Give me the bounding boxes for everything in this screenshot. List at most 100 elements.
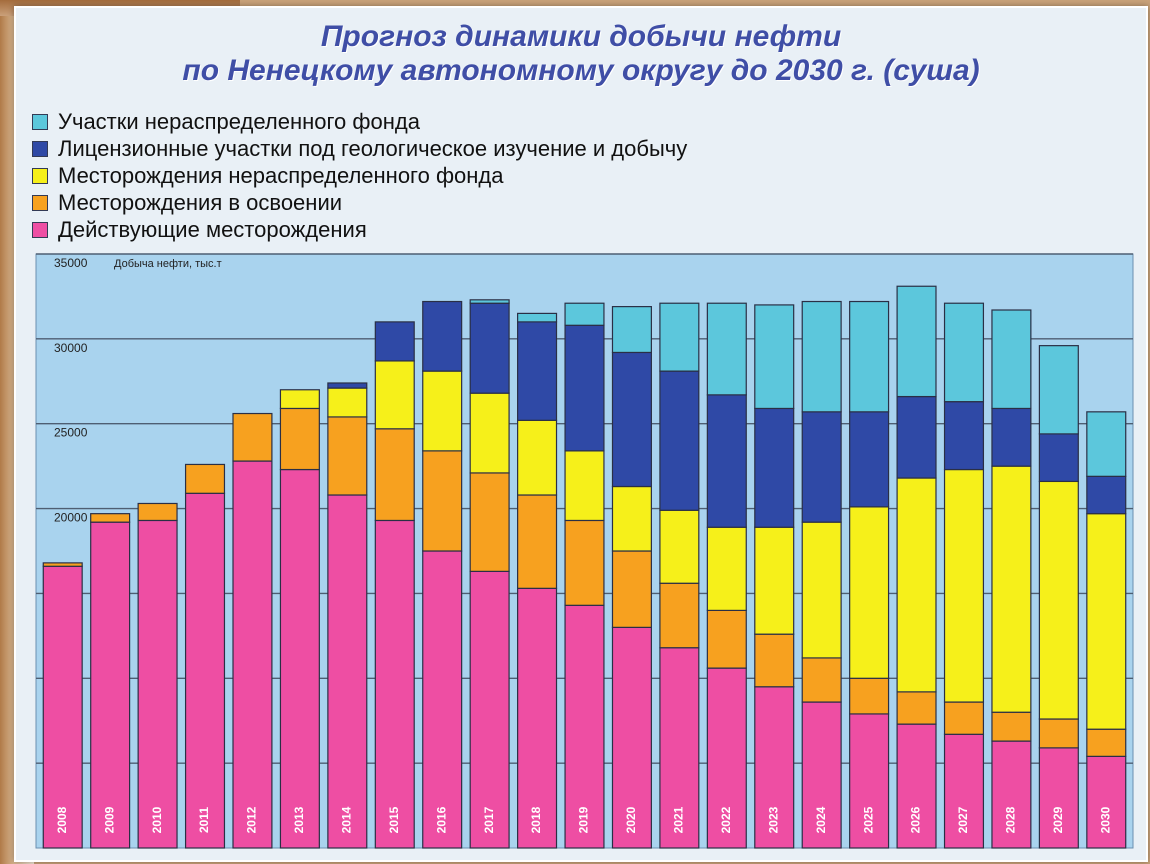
bar-segment <box>517 321 558 421</box>
bar-segment <box>564 302 605 326</box>
x-tick-label: 2014 <box>339 806 353 833</box>
bar-segment <box>611 626 652 849</box>
x-tick-label: 2025 <box>861 806 875 833</box>
bar-segment <box>754 633 795 688</box>
chart-title-line-2: по Ненецкому автономному округу до 2030 … <box>182 54 980 87</box>
bar-segment <box>137 519 178 849</box>
y-tick-label: 30000 <box>54 341 88 355</box>
x-tick-label: 2027 <box>956 806 970 833</box>
bar-segment <box>706 394 747 528</box>
legend-swatch <box>32 167 48 184</box>
bar-segment <box>279 389 320 410</box>
bar-segment <box>232 460 273 849</box>
x-tick-label: 2009 <box>102 806 116 833</box>
bar-segment <box>1038 433 1079 483</box>
y-axis-label: Добыча нефти, тыс.т <box>114 258 222 270</box>
bar-segment <box>517 494 558 589</box>
bar-segment <box>42 565 83 849</box>
bar-segment <box>659 509 700 584</box>
bar-segment <box>374 428 415 522</box>
bar-segment <box>422 300 463 372</box>
bar-segment <box>1086 475 1127 515</box>
bar-segment <box>801 701 842 849</box>
bar-segment <box>232 412 273 462</box>
bar-segment <box>564 450 605 522</box>
x-tick-label: 2017 <box>482 806 496 833</box>
x-tick-label: 2011 <box>197 807 211 833</box>
bar-segment <box>659 582 700 649</box>
bar-segment <box>1086 513 1127 730</box>
y-tick-label: 35000 <box>54 256 88 270</box>
x-tick-label: 2028 <box>1004 806 1018 833</box>
bar-segment <box>374 519 415 849</box>
bar-segment <box>1038 747 1079 849</box>
bar-segment <box>706 302 747 396</box>
bar-segment <box>801 657 842 703</box>
bar-segment <box>849 411 890 508</box>
bar-segment <box>659 302 700 372</box>
x-tick-label: 2030 <box>1098 806 1112 833</box>
x-tick-label: 2022 <box>719 806 733 833</box>
bar-segment <box>801 411 842 523</box>
legend-swatch <box>32 113 48 130</box>
bar-segment <box>611 550 652 628</box>
bar-segment <box>754 407 795 528</box>
x-tick-label: 2016 <box>434 806 448 833</box>
bar-segment <box>943 701 985 735</box>
bar-segment <box>849 300 890 413</box>
bar-segment <box>943 401 985 471</box>
x-tick-label: 2012 <box>245 806 259 833</box>
bar-segment <box>896 723 937 849</box>
bar-segment <box>1086 411 1127 477</box>
legend-item: Месторождения нераспределенного фонда <box>32 162 932 189</box>
bar-segment <box>849 713 890 849</box>
x-tick-label: 2020 <box>624 806 638 833</box>
bar-segment <box>754 526 795 635</box>
chart-panel: Прогноз динамики добычи нефти по Ненецко… <box>14 6 1148 862</box>
bar-segment <box>991 465 1032 713</box>
x-tick-label: 2029 <box>1051 806 1065 833</box>
bar-segment <box>1086 755 1127 849</box>
bar-segment <box>706 667 747 849</box>
legend-swatch <box>32 194 48 211</box>
bar-segment <box>564 519 605 606</box>
bar-segment <box>517 587 558 849</box>
bar-segment <box>517 312 558 323</box>
bar-segment <box>659 370 700 511</box>
bar-segment <box>374 360 415 430</box>
bar-segment <box>611 351 652 488</box>
bar-segment <box>611 306 652 354</box>
x-tick-label: 2026 <box>909 806 923 833</box>
bar-segment <box>374 321 415 362</box>
bar-segment <box>42 562 83 567</box>
bar-segment <box>991 309 1032 410</box>
bar-segment <box>517 419 558 496</box>
bar-segment <box>896 285 937 398</box>
legend-label: Действующие месторождения <box>58 216 367 242</box>
chart-legend: Участки нераспределенного фонда Лицензион… <box>32 108 932 243</box>
x-tick-label: 2023 <box>766 806 780 833</box>
bar-segment <box>896 477 937 693</box>
bar-segment <box>801 521 842 659</box>
chart-plot: 20000 25000 30000 35000 Добыча нефти, тыс.т 2… <box>35 253 1134 849</box>
bar-segment <box>422 370 463 452</box>
x-tick-label: 2021 <box>672 806 686 833</box>
bar-segment <box>564 324 605 452</box>
x-tick-label: 2015 <box>387 806 401 833</box>
bar-segment <box>184 463 226 494</box>
x-tick-label: 2010 <box>150 806 164 833</box>
bar-segment <box>279 407 320 471</box>
legend-swatch <box>32 221 48 238</box>
bar-segment <box>327 382 368 389</box>
legend-item: Лицензионные участки под геологическое и… <box>32 135 932 162</box>
bar-segment <box>659 647 700 849</box>
bar-segment <box>896 691 937 725</box>
legend-item: Действующие месторождения <box>32 216 932 243</box>
bar-segment <box>422 550 463 849</box>
bar-segment <box>327 416 368 496</box>
bar-segment <box>1038 480 1079 720</box>
chart-title: Прогноз динамики добычи нефти по Ненецко… <box>16 20 1146 88</box>
chart-title-line-1: Прогноз динамики добычи нефти <box>320 20 842 53</box>
bar-segment <box>469 472 510 572</box>
y-tick-label: 20000 <box>54 511 88 525</box>
